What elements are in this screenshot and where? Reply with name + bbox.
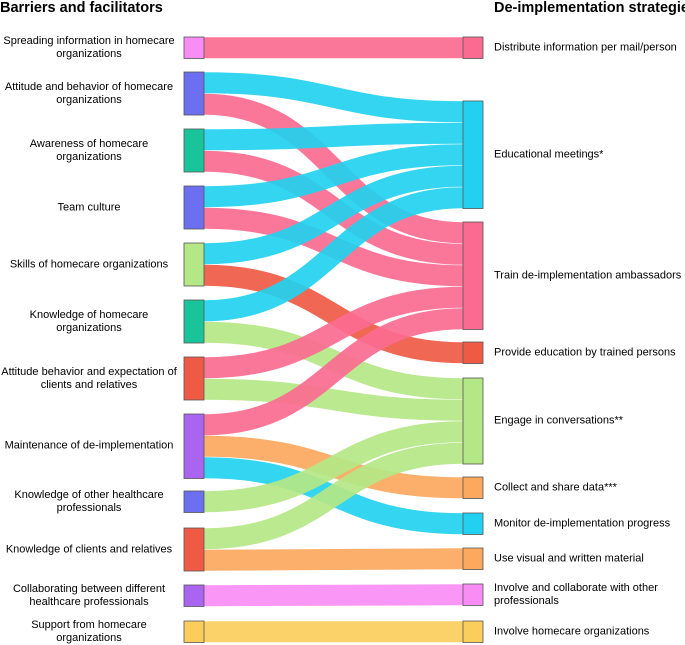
left-node-knowledge_clients bbox=[183, 527, 205, 572]
right-label-monitor: Monitor de-implementation progress bbox=[494, 517, 671, 530]
link-attitude_clients-to-train bbox=[203, 286, 464, 379]
left-node-attitude_hc bbox=[183, 71, 205, 116]
right-label-distribute: Distribute information per mail/person bbox=[494, 41, 677, 54]
left-label-support: Support from homecare organizations bbox=[31, 618, 147, 644]
left-node-spreading bbox=[183, 36, 205, 59]
link-knowledge_other-to-engage bbox=[203, 421, 464, 513]
link-skills-to-educational bbox=[203, 165, 464, 265]
link-awareness-to-educational bbox=[203, 122, 464, 151]
link-maintenance-to-train bbox=[203, 308, 464, 436]
left-node-team bbox=[183, 185, 205, 230]
right-label-involve_collab: Involve and collaborate with other profe… bbox=[494, 581, 658, 607]
left-column-header: Barriers and facilitators bbox=[0, 0, 163, 16]
right-label-involve_hc: Involve homecare organizations bbox=[494, 625, 650, 638]
link-collaborating-to-involve_collab bbox=[203, 584, 464, 607]
link-knowledge_clients-to-visual bbox=[203, 548, 464, 571]
link-skills-to-provide bbox=[203, 264, 464, 364]
right-node-distribute bbox=[462, 36, 484, 59]
left-label-knowledge_clients: Knowledge of clients and relatives bbox=[5, 543, 173, 555]
right-node-educational bbox=[462, 100, 484, 209]
link-knowledge_hc-to-educational bbox=[203, 187, 464, 322]
left-node-attitude_clients bbox=[183, 356, 205, 401]
link-attitude_hc-to-educational bbox=[203, 72, 464, 123]
left-label-attitude_clients: Attitude behavior and expectation of cli… bbox=[1, 365, 177, 391]
right-label-educational: Educational meetings* bbox=[494, 148, 604, 161]
right-node-engage bbox=[462, 377, 484, 465]
left-node-knowledge_hc bbox=[183, 299, 205, 344]
right-label-collect: Collect and share data*** bbox=[494, 481, 617, 494]
left-label-knowledge_other: Knowledge of other healthcare profession… bbox=[14, 488, 164, 514]
left-node-awareness bbox=[183, 128, 205, 173]
link-team-to-educational bbox=[203, 144, 464, 208]
left-node-collaborating bbox=[183, 584, 205, 607]
right-label-train: Train de-implementation ambassadors bbox=[494, 269, 682, 282]
left-label-awareness: Awareness of homecare organizations bbox=[29, 137, 149, 163]
right-node-monitor bbox=[462, 512, 484, 535]
right-label-provide: Provide education by trained persons bbox=[494, 346, 676, 359]
right-node-provide bbox=[462, 341, 484, 364]
right-node-collect bbox=[462, 476, 484, 499]
left-node-maintenance bbox=[183, 413, 205, 479]
left-node-knowledge_other bbox=[183, 490, 205, 513]
left-node-skills bbox=[183, 242, 205, 287]
left-label-maintenance: Maintenance of de-implementation bbox=[4, 439, 174, 452]
left-label-skills: Skills of homecare organizations bbox=[9, 258, 169, 270]
left-label-knowledge_hc: Knowledge of homecare organizations bbox=[29, 308, 149, 334]
right-label-engage: Engage in conversations** bbox=[494, 414, 624, 427]
right-node-visual bbox=[462, 547, 484, 570]
left-label-collaborating: Collaborating between different healthca… bbox=[12, 582, 166, 608]
right-column-header: De-implementation strategies bbox=[494, 0, 685, 16]
left-label-team: Team culture bbox=[57, 201, 121, 213]
right-node-involve_collab bbox=[462, 583, 484, 606]
right-label-visual: Use visual and written material bbox=[494, 552, 644, 565]
left-label-attitude_hc: Attitude and behavior of homecare organi… bbox=[4, 80, 174, 106]
right-node-involve_hc bbox=[462, 620, 484, 643]
link-knowledge_clients-to-engage bbox=[203, 442, 464, 550]
left-label-spreading: Spreading information in homecare organi… bbox=[3, 34, 175, 60]
left-node-support bbox=[183, 620, 205, 643]
link-attitude_clients-to-engage bbox=[203, 378, 464, 421]
right-node-train bbox=[462, 221, 484, 330]
